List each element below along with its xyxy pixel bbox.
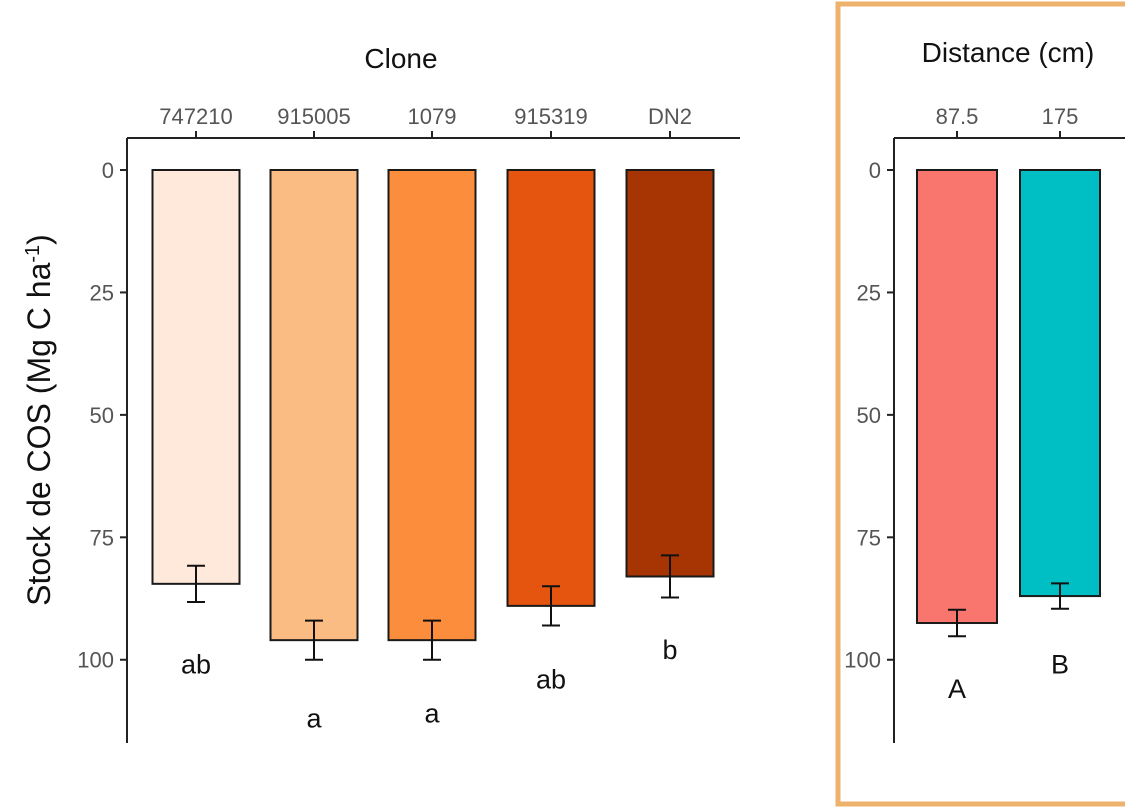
clone-x-tick-label: 915005	[277, 104, 350, 129]
distance-significance-letter: A	[948, 674, 966, 704]
distance-y-tick-label: 75	[857, 525, 881, 550]
clone-y-tick-label: 75	[90, 525, 114, 550]
clone-error-bar	[661, 554, 679, 599]
y-axis-label-close: )	[21, 234, 57, 245]
clone-panel: Clone 0 25 50 75 100 747210 ab 915005 a 1079 a 9153…	[77, 43, 740, 743]
y-axis-label: Stock de COS (Mg C ha-1)	[21, 234, 57, 606]
y-axis-label-superscript: -1	[22, 245, 44, 263]
clone-error-bar	[423, 619, 441, 661]
distance-x-tick-label: 175	[1042, 104, 1079, 129]
clone-significance-letter: ab	[181, 650, 211, 680]
distance-panel: Distance (cm) 0 25 50 75 100 87.5 A 175 B	[844, 37, 1125, 743]
distance-x-tick-label: 87.5	[936, 104, 979, 129]
clone-x-tick-label: DN2	[648, 104, 692, 129]
clone-y-tick-label: 100	[77, 648, 114, 673]
distance-bar	[916, 169, 998, 625]
distance-y-tick-label: 0	[869, 158, 881, 183]
clone-y-tick-label: 0	[102, 158, 114, 183]
clone-bar	[625, 169, 715, 578]
clone-panel-marks: 0 25 50 75 100 747210 ab 915005 a 1079 a 915319 ab DN…	[77, 104, 740, 743]
clone-y-tick-label: 25	[90, 280, 114, 305]
clone-significance-letter: a	[424, 699, 440, 729]
clone-bar	[506, 169, 596, 607]
clone-bar	[151, 169, 241, 585]
clone-significance-letter: a	[306, 704, 322, 734]
distance-bar	[1019, 169, 1101, 598]
distance-error-bar	[1051, 582, 1069, 610]
clone-bar	[387, 169, 477, 642]
distance-panel-frame	[835, 1, 1125, 807]
distance-significance-letter: B	[1051, 650, 1069, 680]
clone-panel-title: Clone	[364, 43, 437, 74]
clone-significance-letter: ab	[536, 664, 566, 694]
distance-error-bar	[948, 608, 966, 638]
distance-y-tick-label: 50	[857, 403, 881, 428]
clone-error-bar	[542, 585, 560, 627]
distance-panel-marks: 0 25 50 75 100 87.5 A 175 B	[844, 104, 1125, 743]
distance-y-tick-label: 25	[857, 280, 881, 305]
clone-y-tick-label: 50	[90, 403, 114, 428]
clone-significance-letter: b	[662, 635, 677, 665]
clone-x-tick-label: 747210	[159, 104, 232, 129]
clone-error-bar	[305, 619, 323, 661]
clone-x-tick-label: 1079	[408, 104, 457, 129]
distance-y-tick-label: 100	[844, 648, 881, 673]
clone-error-bar	[187, 564, 205, 603]
y-axis-label-text: Stock de COS (Mg C ha	[21, 262, 57, 605]
distance-panel-title: Distance (cm)	[922, 37, 1095, 68]
clone-bar	[269, 169, 359, 642]
clone-x-tick-label: 915319	[514, 104, 587, 129]
